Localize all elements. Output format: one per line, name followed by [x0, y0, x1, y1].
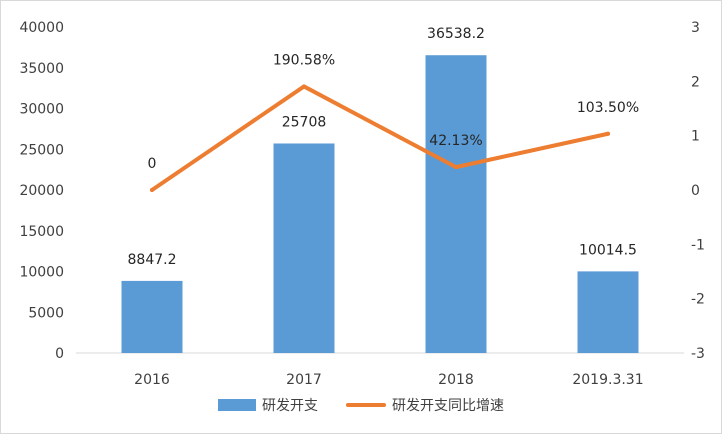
x-tick-label: 2016: [134, 372, 170, 388]
data-labels: 8847.2 25708 36538.2 10014.5 0 190.58% 42.13% 1…: [128, 26, 640, 268]
y-right-tick-label: 1: [691, 129, 700, 145]
y-left-tick-label: 40000: [19, 20, 64, 36]
line-point: [302, 84, 306, 89]
y-left-tick-label: 15000: [19, 224, 64, 240]
bar-data-label: 8847.2: [128, 252, 177, 268]
line-data-label: 103.50%: [577, 100, 639, 116]
line-point: [150, 188, 154, 192]
y-right-tick-label: -1: [691, 237, 705, 253]
bar: [577, 271, 639, 353]
y-left-tick-label: 0: [55, 346, 64, 362]
legend: 研发开支 研发开支同比增速: [1, 393, 721, 417]
line-point: [454, 165, 458, 170]
growth-line: [150, 84, 610, 192]
y-left-tick-label: 20000: [19, 183, 64, 199]
legend-bar-label: 研发开支: [262, 398, 318, 414]
legend-bar-swatch: [218, 399, 256, 411]
legend-line-label: 研发开支同比增速: [392, 398, 504, 414]
x-tick-label: 2017: [286, 372, 322, 388]
y-left-tick-label: 25000: [19, 142, 64, 158]
bar-data-label: 10014.5: [579, 242, 637, 258]
y-left-tick-label: 35000: [19, 61, 64, 77]
y-right-tick-label: 2: [691, 74, 700, 90]
y-left-tick-label: 10000: [19, 265, 64, 281]
legend-item-line: 研发开支同比增速: [346, 395, 504, 415]
y-left-tick-label: 5000: [28, 305, 64, 321]
axes: 0 5000 10000 15000 20000 25000 30000 35000 40000…: [19, 20, 705, 388]
bar-data-label: 36538.2: [427, 26, 485, 42]
bar: [121, 280, 183, 353]
y-right-tick-label: -2: [691, 292, 705, 308]
bar-data-label: 25708: [282, 114, 327, 130]
x-tick-label: 2018: [438, 372, 474, 388]
line-data-label: 42.13%: [429, 133, 482, 149]
x-tick-label: 2019.3.31: [572, 372, 643, 388]
legend-line-swatch: [346, 403, 386, 407]
y-right-tick-label: -3: [691, 346, 705, 362]
line-series: [150, 84, 610, 192]
bar: [425, 55, 487, 353]
y-right-tick-label: 3: [691, 20, 700, 36]
bar-series: [121, 55, 639, 353]
line-data-label: 0: [148, 156, 157, 172]
line-data-label: 190.58%: [273, 52, 335, 68]
y-left-tick-label: 30000: [19, 102, 64, 118]
bar: [273, 143, 335, 353]
line-point: [606, 131, 610, 136]
legend-item-bar: 研发开支: [218, 395, 318, 415]
y-right-tick-label: 0: [691, 183, 700, 199]
